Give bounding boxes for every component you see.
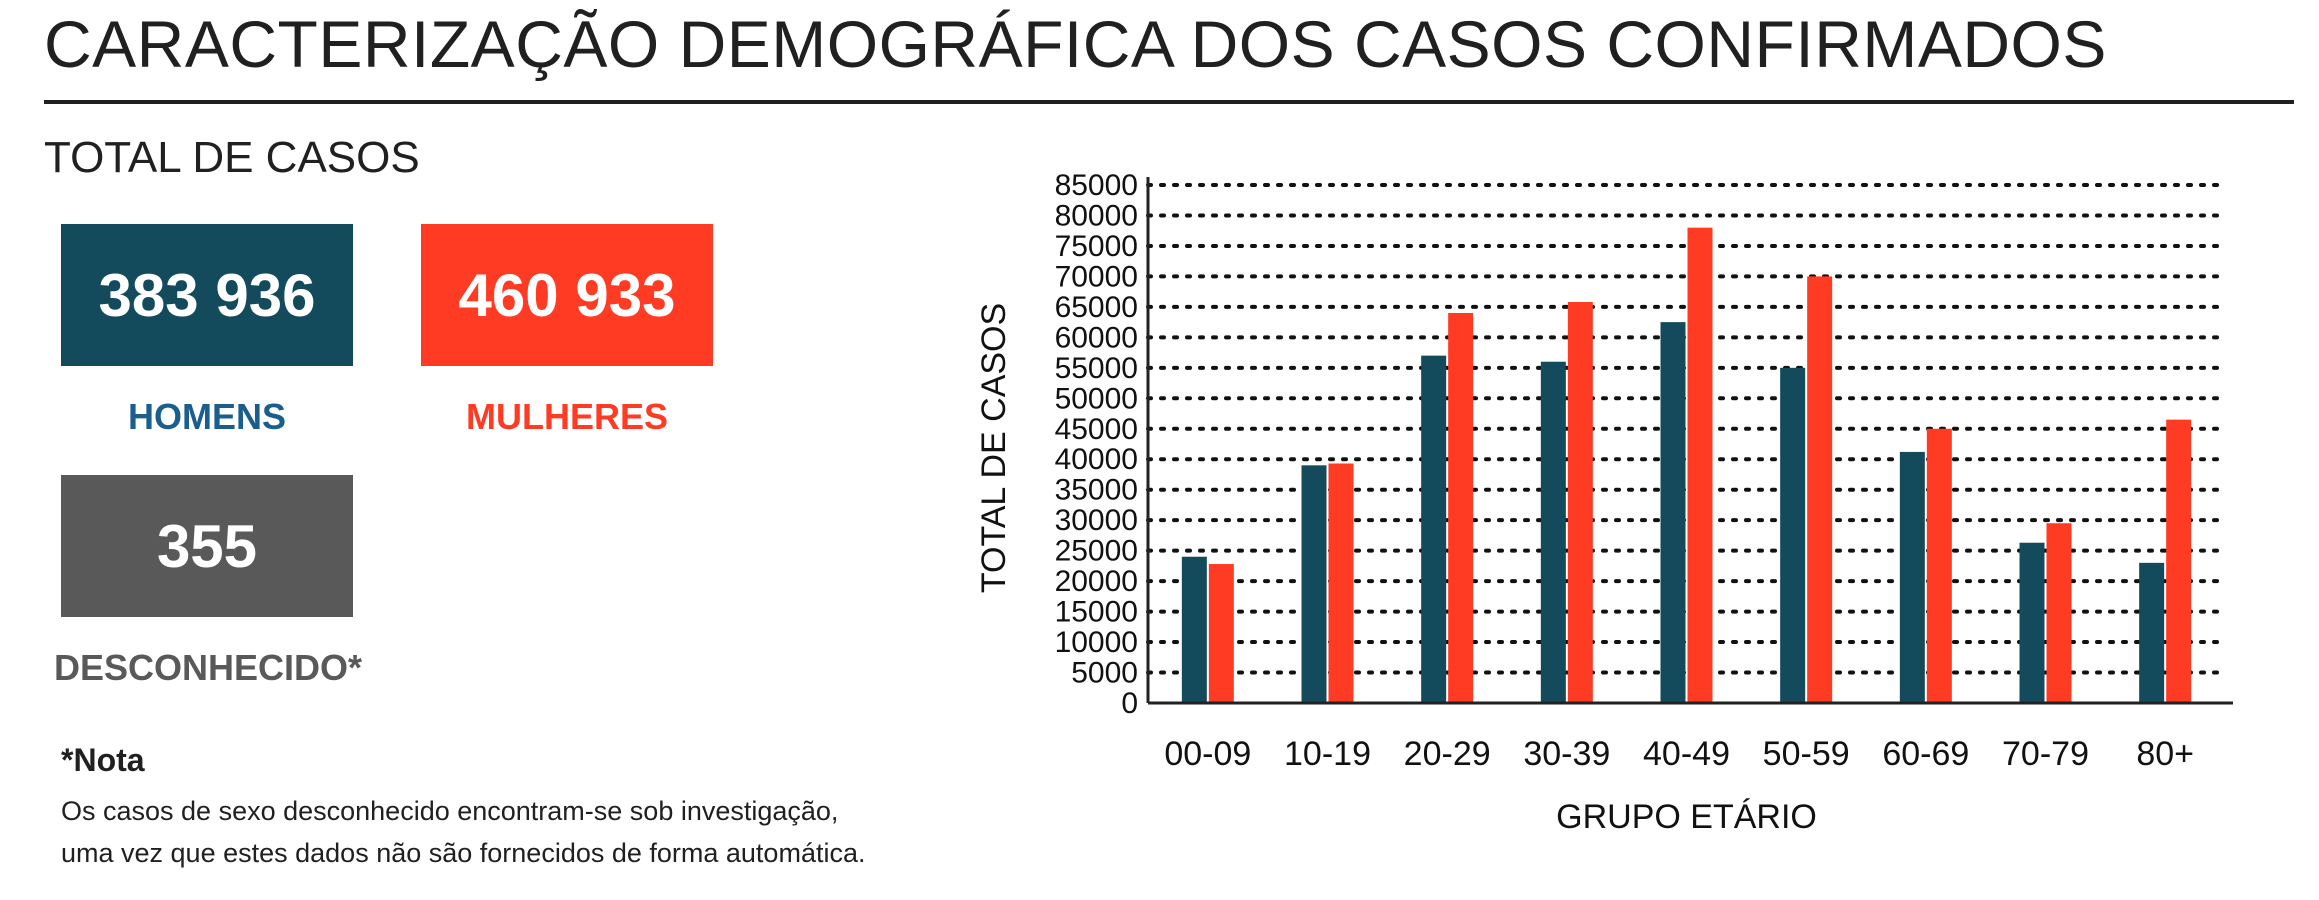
bar-series-1-50-59 xyxy=(1780,367,1806,703)
y-axis-ticks: 0500010000150002000025000300003500040000… xyxy=(1055,169,1138,720)
unknown-total-box: 355 xyxy=(61,475,353,617)
x-tick-label: 20-29 xyxy=(1404,735,1491,773)
y-tick-label: 50000 xyxy=(1055,382,1138,415)
men-total-box: 383 936 xyxy=(61,224,353,366)
x-tick-label: 60-69 xyxy=(1882,735,1969,773)
unknown-total-value: 355 xyxy=(156,512,258,580)
bar-series-2-70-79 xyxy=(2046,523,2072,703)
y-tick-label: 80000 xyxy=(1055,199,1138,232)
x-tick-label: 40-49 xyxy=(1643,735,1730,773)
note-line-2: uma vez que estes dados não são fornecid… xyxy=(61,838,866,868)
y-tick-label: 0 xyxy=(1121,687,1138,720)
x-tick-label: 70-79 xyxy=(2002,735,2089,773)
y-tick-label: 10000 xyxy=(1055,626,1138,659)
totals-title: TOTAL DE CASOS xyxy=(44,133,420,182)
chart-bars xyxy=(1181,227,2192,703)
y-tick-label: 40000 xyxy=(1055,443,1138,476)
bar-series-2-30-39 xyxy=(1567,302,1593,703)
title-divider xyxy=(44,100,2294,104)
men-total-value: 383 936 xyxy=(98,261,316,329)
note-line-1: Os casos de sexo desconhecido encontram-… xyxy=(61,796,839,826)
men-label: HOMENS xyxy=(127,396,286,437)
x-axis-ticks: 00-09 10-19 20-29 30-39 40-49 50-59 60-69 70-79… xyxy=(1164,735,2194,773)
bar-series-2-50-59 xyxy=(1807,276,1833,703)
x-tick-label: 50-59 xyxy=(1763,735,1850,773)
x-tick-label: 10-19 xyxy=(1284,735,1371,773)
bar-series-1-30-39 xyxy=(1540,361,1566,703)
y-tick-label: 75000 xyxy=(1055,230,1138,263)
note-title: *Nota xyxy=(61,742,145,778)
y-tick-label: 5000 xyxy=(1071,657,1138,690)
bar-series-2-20-29 xyxy=(1448,312,1474,703)
bar-series-2-00-09 xyxy=(1208,564,1234,703)
bar-series-1-70-79 xyxy=(2019,542,2045,703)
note-text: Os casos de sexo desconhecido encontram-… xyxy=(61,790,961,874)
y-tick-label: 35000 xyxy=(1055,474,1138,507)
y-tick-label: 70000 xyxy=(1055,260,1138,293)
x-tick-label: 30-39 xyxy=(1523,735,1610,773)
page-title: CARACTERIZAÇÃO DEMOGRÁFICA DOS CASOS CON… xyxy=(44,7,2107,81)
bar-series-2-40-49 xyxy=(1687,227,1713,703)
y-tick-label: 65000 xyxy=(1055,291,1138,324)
bar-series-2-80+ xyxy=(2166,419,2192,703)
women-total-value: 460 933 xyxy=(458,261,676,329)
bar-series-2-60-69 xyxy=(1926,428,1952,703)
y-tick-label: 25000 xyxy=(1055,535,1138,568)
bar-series-1-60-69 xyxy=(1899,451,1925,703)
age-group-bar-chart: 0500010000150002000025000300003500040000… xyxy=(975,169,2233,836)
x-tick-label: 00-09 xyxy=(1164,735,1251,773)
y-tick-label: 15000 xyxy=(1055,596,1138,629)
unknown-label: DESCONHECIDO* xyxy=(54,647,363,688)
women-label: MULHERES xyxy=(465,396,668,437)
bar-series-1-00-09 xyxy=(1181,556,1207,703)
y-tick-label: 55000 xyxy=(1055,352,1138,385)
y-axis-title: TOTAL DE CASOS xyxy=(975,303,1013,593)
y-tick-label: 45000 xyxy=(1055,413,1138,446)
bar-series-1-40-49 xyxy=(1660,322,1686,703)
women-total-box: 460 933 xyxy=(421,224,713,366)
y-tick-label: 85000 xyxy=(1055,169,1138,202)
y-tick-label: 20000 xyxy=(1055,565,1138,598)
x-axis-title: GRUPO ETÁRIO xyxy=(1556,798,1817,836)
bar-series-2-10-19 xyxy=(1328,463,1354,703)
bar-series-1-20-29 xyxy=(1421,355,1447,703)
x-tick-label: 80+ xyxy=(2136,735,2194,773)
y-tick-label: 30000 xyxy=(1055,504,1138,537)
bar-series-1-10-19 xyxy=(1301,465,1327,703)
bar-series-1-80+ xyxy=(2139,562,2165,703)
chart-grid xyxy=(1146,183,2227,675)
y-tick-label: 60000 xyxy=(1055,321,1138,354)
